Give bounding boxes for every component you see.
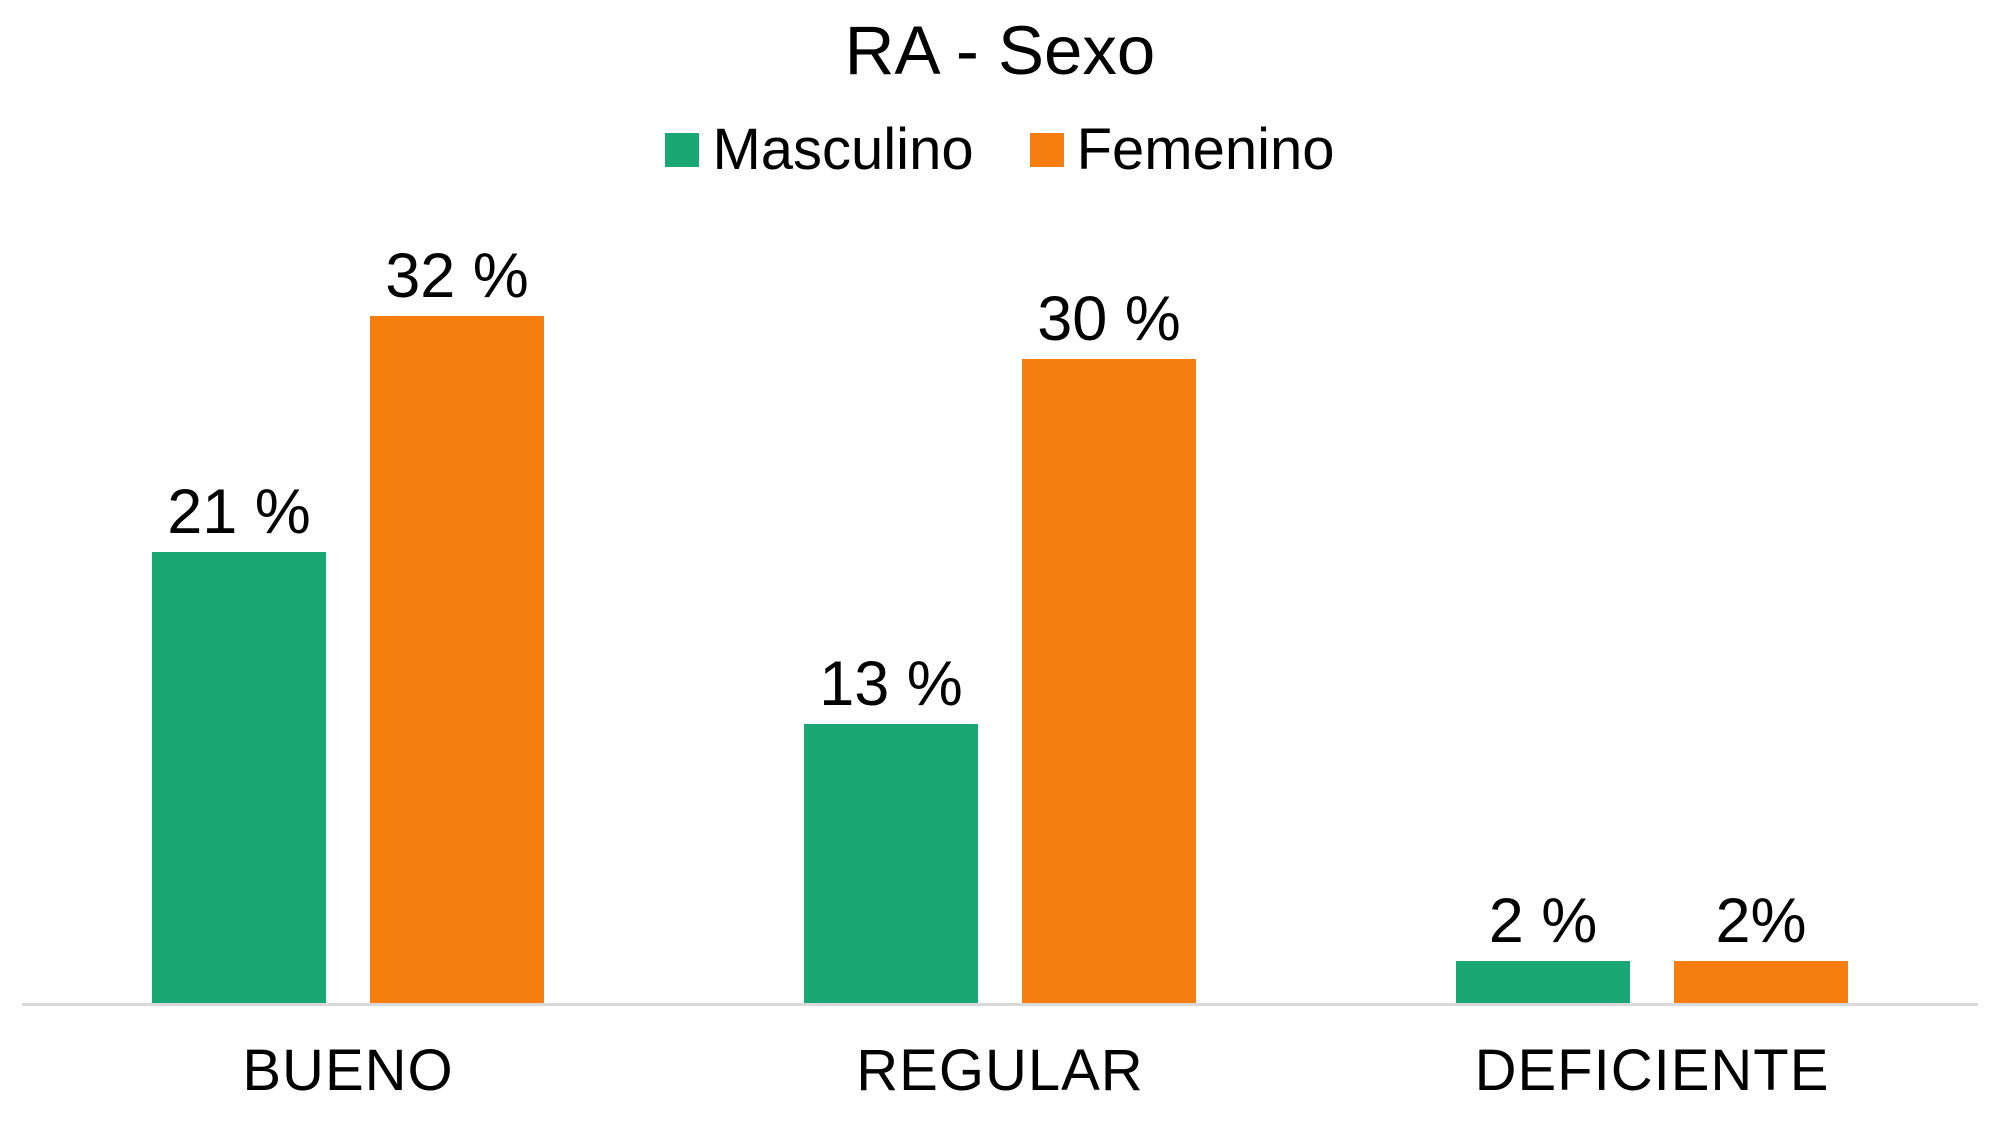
data-label-femenino-regular: 30 % [1037, 284, 1181, 354]
legend-label-femenino: Femenino [1076, 117, 1335, 182]
x-axis-label-regular: REGULAR [856, 1038, 1144, 1103]
legend-swatch-femenino [1029, 133, 1064, 167]
legend-label-masculino: Masculino [712, 117, 974, 182]
bar-masculino-regular [804, 724, 978, 1004]
data-label-femenino-deficiente: 2% [1715, 886, 1807, 956]
data-label-femenino-bueno: 32 % [385, 241, 529, 311]
x-axis-line [22, 1003, 1978, 1006]
legend: Masculino Femenino [0, 121, 2000, 179]
chart-title: RA - Sexo [844, 12, 1156, 89]
legend-item-femenino: Femenino [1029, 117, 1335, 182]
bar-femenino-bueno [370, 316, 544, 1004]
data-label-masculino-regular: 13 % [819, 649, 963, 719]
data-label-masculino-bueno: 21 % [167, 477, 311, 547]
data-label-masculino-deficiente: 2 % [1488, 886, 1598, 956]
plot-area: 21 % 32 % 13 % 30 % 2 % 2% [152, 241, 1848, 1004]
x-axis-label-deficiente: DEFICIENTE [1474, 1038, 1830, 1103]
bar-femenino-regular [1022, 359, 1196, 1004]
bar-masculino-bueno [152, 552, 326, 1004]
x-axis-label-bueno: BUENO [242, 1038, 454, 1103]
bar-masculino-deficiente [1456, 961, 1630, 1004]
legend-item-masculino: Masculino [665, 117, 974, 182]
legend-swatch-masculino [665, 133, 700, 167]
bar-femenino-deficiente [1674, 961, 1848, 1004]
